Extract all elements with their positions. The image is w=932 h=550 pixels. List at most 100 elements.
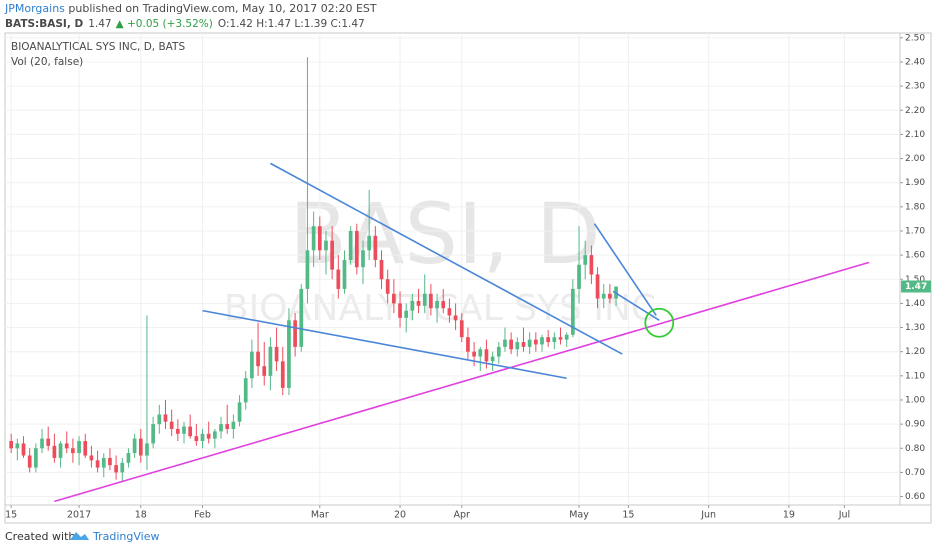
candle-body — [540, 337, 544, 345]
y-tick-label: 1.60 — [905, 251, 925, 261]
symbol: BATS:BASI, D — [5, 18, 83, 30]
candle-body — [441, 300, 446, 309]
candle-body — [416, 300, 421, 306]
candle-body — [243, 378, 248, 403]
candle-body — [268, 346, 273, 376]
candle-body — [280, 361, 285, 388]
candle-body — [219, 424, 223, 432]
candle-body — [151, 424, 155, 444]
candle-body — [71, 448, 75, 454]
candle-body — [484, 349, 489, 362]
candle-body — [64, 443, 69, 449]
candle-body — [317, 226, 322, 251]
y-tick-label: 2.50 — [905, 33, 925, 43]
x-tick-label: Feb — [194, 510, 211, 521]
author[interactable]: JPMorgains — [4, 2, 65, 15]
published: published on TradingView.com, May 10, 20… — [65, 2, 377, 15]
candle-body — [58, 443, 63, 458]
x-tick-label: 15 — [5, 510, 17, 521]
candle-body — [34, 448, 38, 468]
ohlc: O:1.42 H:1.47 L:1.39 C:1.47 — [218, 18, 365, 30]
candle-body — [324, 240, 328, 251]
y-tick-label: 1.90 — [905, 178, 925, 188]
logo — [70, 532, 89, 540]
x-tick-label: Apr — [454, 510, 471, 521]
x-tick-label: 15 — [622, 510, 634, 521]
candle-body — [182, 426, 186, 434]
candle-body — [231, 421, 236, 429]
candle-body — [503, 339, 507, 347]
candle-body — [27, 455, 32, 468]
candle-body — [361, 250, 365, 268]
candle-body — [83, 441, 88, 456]
candle-body — [46, 438, 51, 446]
y-tick-label: 1.40 — [905, 299, 925, 309]
candle-body — [521, 342, 526, 347]
candle-body — [9, 441, 14, 449]
x-tick-label: 2017 — [67, 510, 91, 521]
y-tick-label: 1.30 — [905, 323, 925, 333]
trend-line — [202, 309, 567, 380]
candle-body — [293, 320, 297, 347]
y-tick-label: 2.10 — [905, 130, 925, 140]
candle-body — [348, 230, 353, 260]
candle-body — [577, 264, 581, 289]
candle-body — [89, 455, 94, 461]
candle-body — [120, 462, 125, 473]
candle-body — [163, 414, 168, 422]
trend-line — [270, 162, 623, 355]
candle-body — [194, 436, 199, 442]
candle-body — [145, 443, 149, 456]
candle-body — [287, 320, 291, 388]
target-circle — [644, 307, 675, 338]
y-tick-label: 1.80 — [905, 202, 925, 212]
candle-body — [410, 300, 415, 311]
candle-body — [15, 443, 20, 449]
candle-body — [114, 465, 118, 473]
candle-body — [601, 293, 606, 299]
candle-body — [392, 293, 396, 304]
y-tick-label: 2.30 — [905, 82, 925, 92]
candle-body — [367, 235, 372, 251]
x-tick-label: Mar — [311, 510, 329, 521]
y-tick-label: 0.70 — [905, 468, 925, 478]
price: 1.47 — [88, 18, 111, 30]
change: ▲ +0.05 (+3.52%) — [116, 18, 213, 30]
y-tick-label: 2.20 — [905, 106, 925, 116]
candle-body — [478, 349, 483, 357]
candle-body — [52, 445, 57, 458]
candle-body — [188, 426, 193, 437]
footer-brand[interactable]: TradingView — [92, 530, 159, 543]
volume-label: Vol (20, false) — [11, 56, 83, 68]
candle-body — [558, 337, 563, 340]
x-tick-label: 19 — [783, 510, 795, 521]
candle-body — [583, 255, 588, 265]
y-tick-label: 0.80 — [905, 444, 925, 454]
candle-body — [108, 457, 112, 466]
candle-body — [515, 342, 520, 350]
trend-line — [593, 223, 657, 316]
candle-body — [571, 288, 575, 335]
candle-body — [429, 293, 433, 309]
y-tick-label: 1.00 — [905, 395, 925, 405]
candle-body — [213, 431, 217, 439]
candle-body — [101, 457, 106, 468]
chart-title: BIOANALYTICAL SYS INC, D, BATS — [11, 41, 185, 53]
candle-body — [546, 337, 551, 343]
candle-body — [552, 337, 557, 343]
last-price-tag — [901, 280, 931, 293]
candle-body — [496, 346, 501, 357]
candle-body — [132, 438, 137, 454]
candle-body — [256, 351, 260, 367]
candle-body — [509, 339, 513, 350]
candle-body — [385, 279, 390, 294]
candle-body — [21, 443, 26, 456]
candle-body — [527, 339, 532, 347]
symbol-line: BATS:BASI, D 1.47 ▲ +0.05 (+3.52%) O:1.42 H… — [5, 18, 365, 30]
candle-body — [206, 433, 211, 439]
footer-created: Created with — [5, 530, 75, 543]
candle-body — [453, 315, 458, 321]
y-tick-label: 0.90 — [905, 420, 925, 430]
